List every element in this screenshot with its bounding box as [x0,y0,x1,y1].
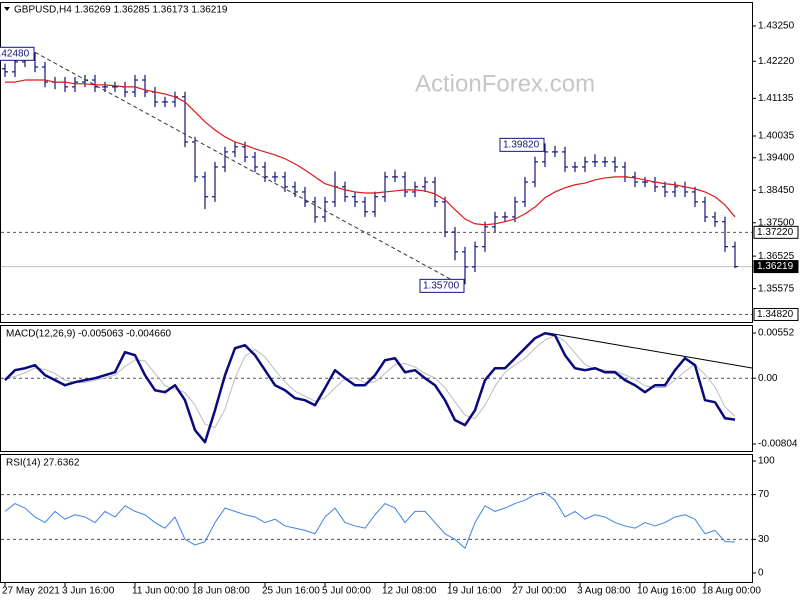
y-tick-label: 1.37500 [758,217,795,228]
watermark: ActionForex.com [415,70,595,97]
x-tick-label: 5 Jul 00:00 [322,586,371,597]
menu-arrow [4,7,10,11]
annotation-label: 1.42480 [0,48,30,59]
level-label: 1.37220 [757,227,794,238]
x-tick-label: 19 Jul 16:00 [447,586,502,597]
annotation-label: 1.39820 [503,139,540,150]
y-tick-label: 1.41135 [758,93,794,104]
x-tick-label: 3 Aug 08:00 [577,586,631,597]
x-tick-label: 10 Aug 16:00 [637,586,696,597]
level-label: 1.34820 [757,309,794,320]
rsi-panel-frame [0,454,753,583]
level-label: 1.36219 [757,261,794,272]
annotation-label: 1.35700 [423,280,460,291]
y-tick-label: 1.42220 [758,56,795,67]
x-tick-label: 25 Jun 16:00 [262,586,320,597]
price-panel-frame [0,2,753,323]
y-tick-label: 1.43250 [758,21,795,32]
y-tick-label: 1.39400 [758,152,795,163]
indicator-label: MACD(12,26,9) -0.005063 -0.004660 [6,329,172,340]
x-tick-label: 27 May 2021 [2,586,60,597]
y-tick-label: 0.00552 [758,328,795,339]
y-tick-label: 100 [758,456,775,467]
macd-trendline [547,332,753,369]
series-line [5,79,736,226]
y-tick-label: 70 [758,489,770,500]
y-tick-label: 30 [758,534,770,545]
y-tick-label: 0 [758,568,764,579]
series-line [4,335,736,429]
y-tick-label: -0.00804 [758,439,798,450]
level-label-box [753,260,799,274]
y-tick-label: 1.40035 [758,131,795,142]
series-line [4,491,736,549]
macd-panel-frame [0,325,753,452]
x-tick-label: 27 Jul 00:00 [512,586,567,597]
annotation-box [0,46,35,61]
series-line [4,331,736,444]
y-tick-label: 1.36525 [758,251,795,262]
x-tick-label: 3 Jun 16:00 [62,586,115,597]
chart-title: GBPUSD,H4 1.36269 1.36285 1.36173 1.3621… [14,5,228,16]
y-tick-label: 1.35575 [758,283,795,294]
level-label-box [753,225,799,239]
annotation-box [499,137,545,152]
indicator-label: RSI(14) 27.6362 [6,458,80,469]
x-tick-label: 18 Aug 00:00 [702,586,761,597]
x-tick-label: 12 Jul 08:00 [382,586,437,597]
x-tick-label: 18 Jun 08:00 [192,586,250,597]
x-tick-label: 11 Jun 00:00 [132,586,190,597]
annotation-box [419,278,465,293]
y-tick-label: 0.00 [758,373,778,384]
level-label-box [753,307,799,321]
trendline [34,51,461,285]
y-tick-label: 1.38450 [758,185,795,196]
